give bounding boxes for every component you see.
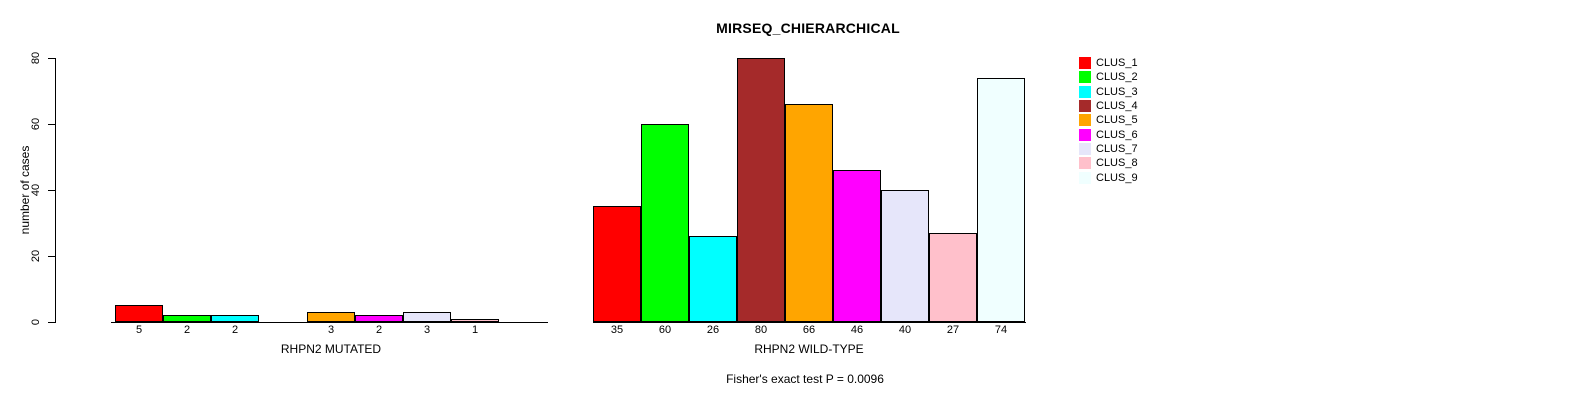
bar-clus_3-mutated <box>211 315 259 322</box>
y-tick-label: 80 <box>30 51 42 65</box>
y-tick-mark <box>48 256 55 257</box>
bar-clus_6-mutated <box>355 315 403 322</box>
legend-item: CLUS_6 <box>1079 127 1138 141</box>
y-tick-mark <box>48 322 55 323</box>
y-tick-label: 0 <box>30 318 42 326</box>
legend-swatch-icon <box>1079 171 1091 184</box>
legend-swatch-icon <box>1079 128 1091 141</box>
fisher-test-annotation: Fisher's exact test P = 0.0096 <box>726 372 884 386</box>
legend-item: CLUS_1 <box>1079 56 1138 70</box>
legend-item: CLUS_2 <box>1079 70 1138 84</box>
legend-item: CLUS_3 <box>1079 85 1138 99</box>
bar-value-label: 2 <box>231 324 239 336</box>
bar-value-label: 3 <box>423 324 431 336</box>
legend-label: CLUS_4 <box>1096 100 1138 113</box>
bar-value-label: 80 <box>754 324 768 336</box>
legend-label: CLUS_8 <box>1096 157 1138 170</box>
legend-item: CLUS_9 <box>1079 170 1138 184</box>
chart-title: MIRSEQ_CHIERARCHICAL <box>716 20 900 36</box>
legend-label: CLUS_5 <box>1096 114 1138 127</box>
y-tick-mark <box>48 190 55 191</box>
legend-item: CLUS_4 <box>1079 99 1138 113</box>
bar-clus_1-wild-type <box>593 206 641 322</box>
legend-swatch-icon <box>1079 85 1091 98</box>
bar-value-label: 2 <box>183 324 191 336</box>
bar-clus_7-wild-type <box>881 190 929 322</box>
bar-clus_7-mutated <box>403 312 451 322</box>
bar-value-label: 60 <box>658 324 672 336</box>
bar-clus_5-wild-type <box>785 104 833 322</box>
legend-label: CLUS_2 <box>1096 71 1138 84</box>
bar-value-label: 35 <box>610 324 624 336</box>
bar-value-label: 27 <box>946 324 960 336</box>
bar-clus_6-wild-type <box>833 170 881 322</box>
bar-value-label: 2 <box>375 324 383 336</box>
bar-clus_2-mutated <box>163 315 211 322</box>
legend-label: CLUS_9 <box>1096 171 1138 184</box>
x-axis-label-mutated: RHPN2 MUTATED <box>280 342 382 356</box>
bar-value-label: 26 <box>706 324 720 336</box>
x-baseline-wild-type <box>593 322 1026 323</box>
bar-value-label: 5 <box>135 324 143 336</box>
bar-clus_9-wild-type <box>977 78 1025 322</box>
bar-clus_3-wild-type <box>689 236 737 322</box>
bar-value-label: 3 <box>327 324 335 336</box>
legend-item: CLUS_8 <box>1079 156 1138 170</box>
y-tick-label: 40 <box>30 183 42 197</box>
legend-item: CLUS_5 <box>1079 113 1138 127</box>
x-baseline-mutated <box>111 322 548 323</box>
legend-swatch-icon <box>1079 71 1091 84</box>
bar-clus_4-wild-type <box>737 58 785 322</box>
bar-value-label: 66 <box>802 324 816 336</box>
bar-clus_5-mutated <box>307 312 355 322</box>
bar-clus_1-mutated <box>115 305 163 322</box>
bar-clus_8-mutated <box>451 319 499 322</box>
x-axis-label-wild-type: RHPN2 WILD-TYPE <box>754 342 864 356</box>
legend-item: CLUS_7 <box>1079 142 1138 156</box>
bar-value-label: 1 <box>471 324 479 336</box>
bar-clus_8-wild-type <box>929 233 977 322</box>
legend-swatch-icon <box>1079 114 1091 127</box>
legend-swatch-icon <box>1079 57 1091 70</box>
legend-swatch-icon <box>1079 100 1091 113</box>
bar-value-label: 46 <box>850 324 864 336</box>
legend-swatch-icon <box>1079 142 1091 155</box>
y-axis-line <box>55 58 56 323</box>
legend: CLUS_1 CLUS_2 CLUS_3 CLUS_4 CLUS_5 CLUS_6 CLUS… <box>1079 56 1138 185</box>
legend-swatch-icon <box>1079 157 1091 170</box>
legend-label: CLUS_6 <box>1096 128 1138 141</box>
bar-value-label: 40 <box>898 324 912 336</box>
bar-clus_2-wild-type <box>641 124 689 322</box>
legend-label: CLUS_1 <box>1096 57 1138 70</box>
y-tick-label: 20 <box>30 249 42 263</box>
legend-label: CLUS_7 <box>1096 142 1138 155</box>
y-tick-label: 60 <box>30 117 42 131</box>
y-tick-mark <box>48 124 55 125</box>
legend-label: CLUS_3 <box>1096 85 1138 98</box>
bar-value-label: 74 <box>994 324 1008 336</box>
y-tick-mark <box>48 58 55 59</box>
